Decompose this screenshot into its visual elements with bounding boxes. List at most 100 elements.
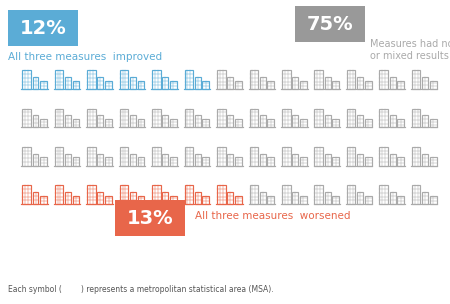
Bar (87, 185, 96, 204)
Bar (397, 157, 404, 166)
Bar (202, 81, 209, 89)
Bar (87, 147, 96, 166)
Bar (412, 147, 420, 166)
Bar (260, 116, 266, 127)
Bar (357, 116, 363, 127)
Text: 13%: 13% (127, 209, 173, 227)
Bar (162, 116, 168, 127)
Bar (184, 70, 193, 89)
Bar (65, 116, 71, 127)
Bar (250, 109, 258, 127)
Bar (162, 77, 168, 89)
Bar (184, 185, 193, 204)
Text: Measures had no change
or mixed results: Measures had no change or mixed results (370, 39, 450, 60)
Text: All three measures  worsened: All three measures worsened (195, 211, 351, 221)
Bar (195, 192, 201, 204)
Bar (267, 81, 274, 89)
Bar (397, 195, 404, 204)
Bar (72, 157, 80, 166)
Bar (422, 154, 428, 166)
Bar (32, 116, 39, 127)
Bar (250, 147, 258, 166)
Bar (130, 116, 136, 127)
Bar (40, 157, 47, 166)
Bar (162, 154, 168, 166)
Bar (379, 109, 388, 127)
Bar (217, 185, 225, 204)
Bar (195, 116, 201, 127)
Bar (300, 81, 306, 89)
Bar (195, 154, 201, 166)
Bar (430, 119, 436, 127)
Bar (22, 147, 31, 166)
Bar (315, 70, 323, 89)
Bar (138, 119, 144, 127)
Bar (227, 192, 233, 204)
Bar (267, 119, 274, 127)
Bar (315, 109, 323, 127)
Bar (170, 157, 177, 166)
Bar (152, 109, 161, 127)
Bar (55, 109, 63, 127)
Bar (217, 147, 225, 166)
Text: 12%: 12% (20, 19, 67, 37)
Bar (379, 185, 388, 204)
Bar (315, 185, 323, 204)
Bar (217, 109, 225, 127)
Bar (267, 157, 274, 166)
Text: Each symbol (        ) represents a metropolitan statistical area (MSA).: Each symbol ( ) represents a metropolita… (8, 285, 274, 293)
Bar (227, 77, 233, 89)
Bar (72, 195, 80, 204)
Bar (357, 192, 363, 204)
Bar (170, 119, 177, 127)
Bar (430, 195, 436, 204)
Bar (379, 70, 388, 89)
Bar (72, 119, 80, 127)
Bar (32, 77, 39, 89)
Bar (333, 119, 339, 127)
Bar (235, 195, 242, 204)
Bar (235, 81, 242, 89)
Bar (22, 185, 31, 204)
Bar (195, 77, 201, 89)
Bar (65, 154, 71, 166)
Bar (333, 195, 339, 204)
Bar (105, 81, 112, 89)
Bar (325, 116, 331, 127)
Bar (282, 70, 291, 89)
Bar (347, 147, 356, 166)
Bar (430, 81, 436, 89)
Bar (357, 154, 363, 166)
Bar (365, 157, 372, 166)
Bar (295, 6, 365, 42)
Bar (227, 154, 233, 166)
Bar (98, 192, 104, 204)
Text: All three measures  improved: All three measures improved (8, 52, 162, 62)
Bar (347, 70, 356, 89)
Bar (379, 147, 388, 166)
Bar (130, 154, 136, 166)
Bar (115, 200, 185, 236)
Bar (260, 77, 266, 89)
Bar (8, 10, 78, 46)
Bar (250, 185, 258, 204)
Bar (365, 81, 372, 89)
Bar (412, 109, 420, 127)
Bar (282, 185, 291, 204)
Bar (250, 70, 258, 89)
Bar (55, 185, 63, 204)
Bar (152, 70, 161, 89)
Bar (130, 192, 136, 204)
Bar (333, 81, 339, 89)
Bar (202, 195, 209, 204)
Bar (170, 195, 177, 204)
Bar (55, 147, 63, 166)
Bar (105, 195, 112, 204)
Bar (152, 147, 161, 166)
Bar (292, 192, 298, 204)
Bar (267, 195, 274, 204)
Bar (98, 116, 104, 127)
Bar (365, 119, 372, 127)
Bar (32, 192, 39, 204)
Bar (357, 77, 363, 89)
